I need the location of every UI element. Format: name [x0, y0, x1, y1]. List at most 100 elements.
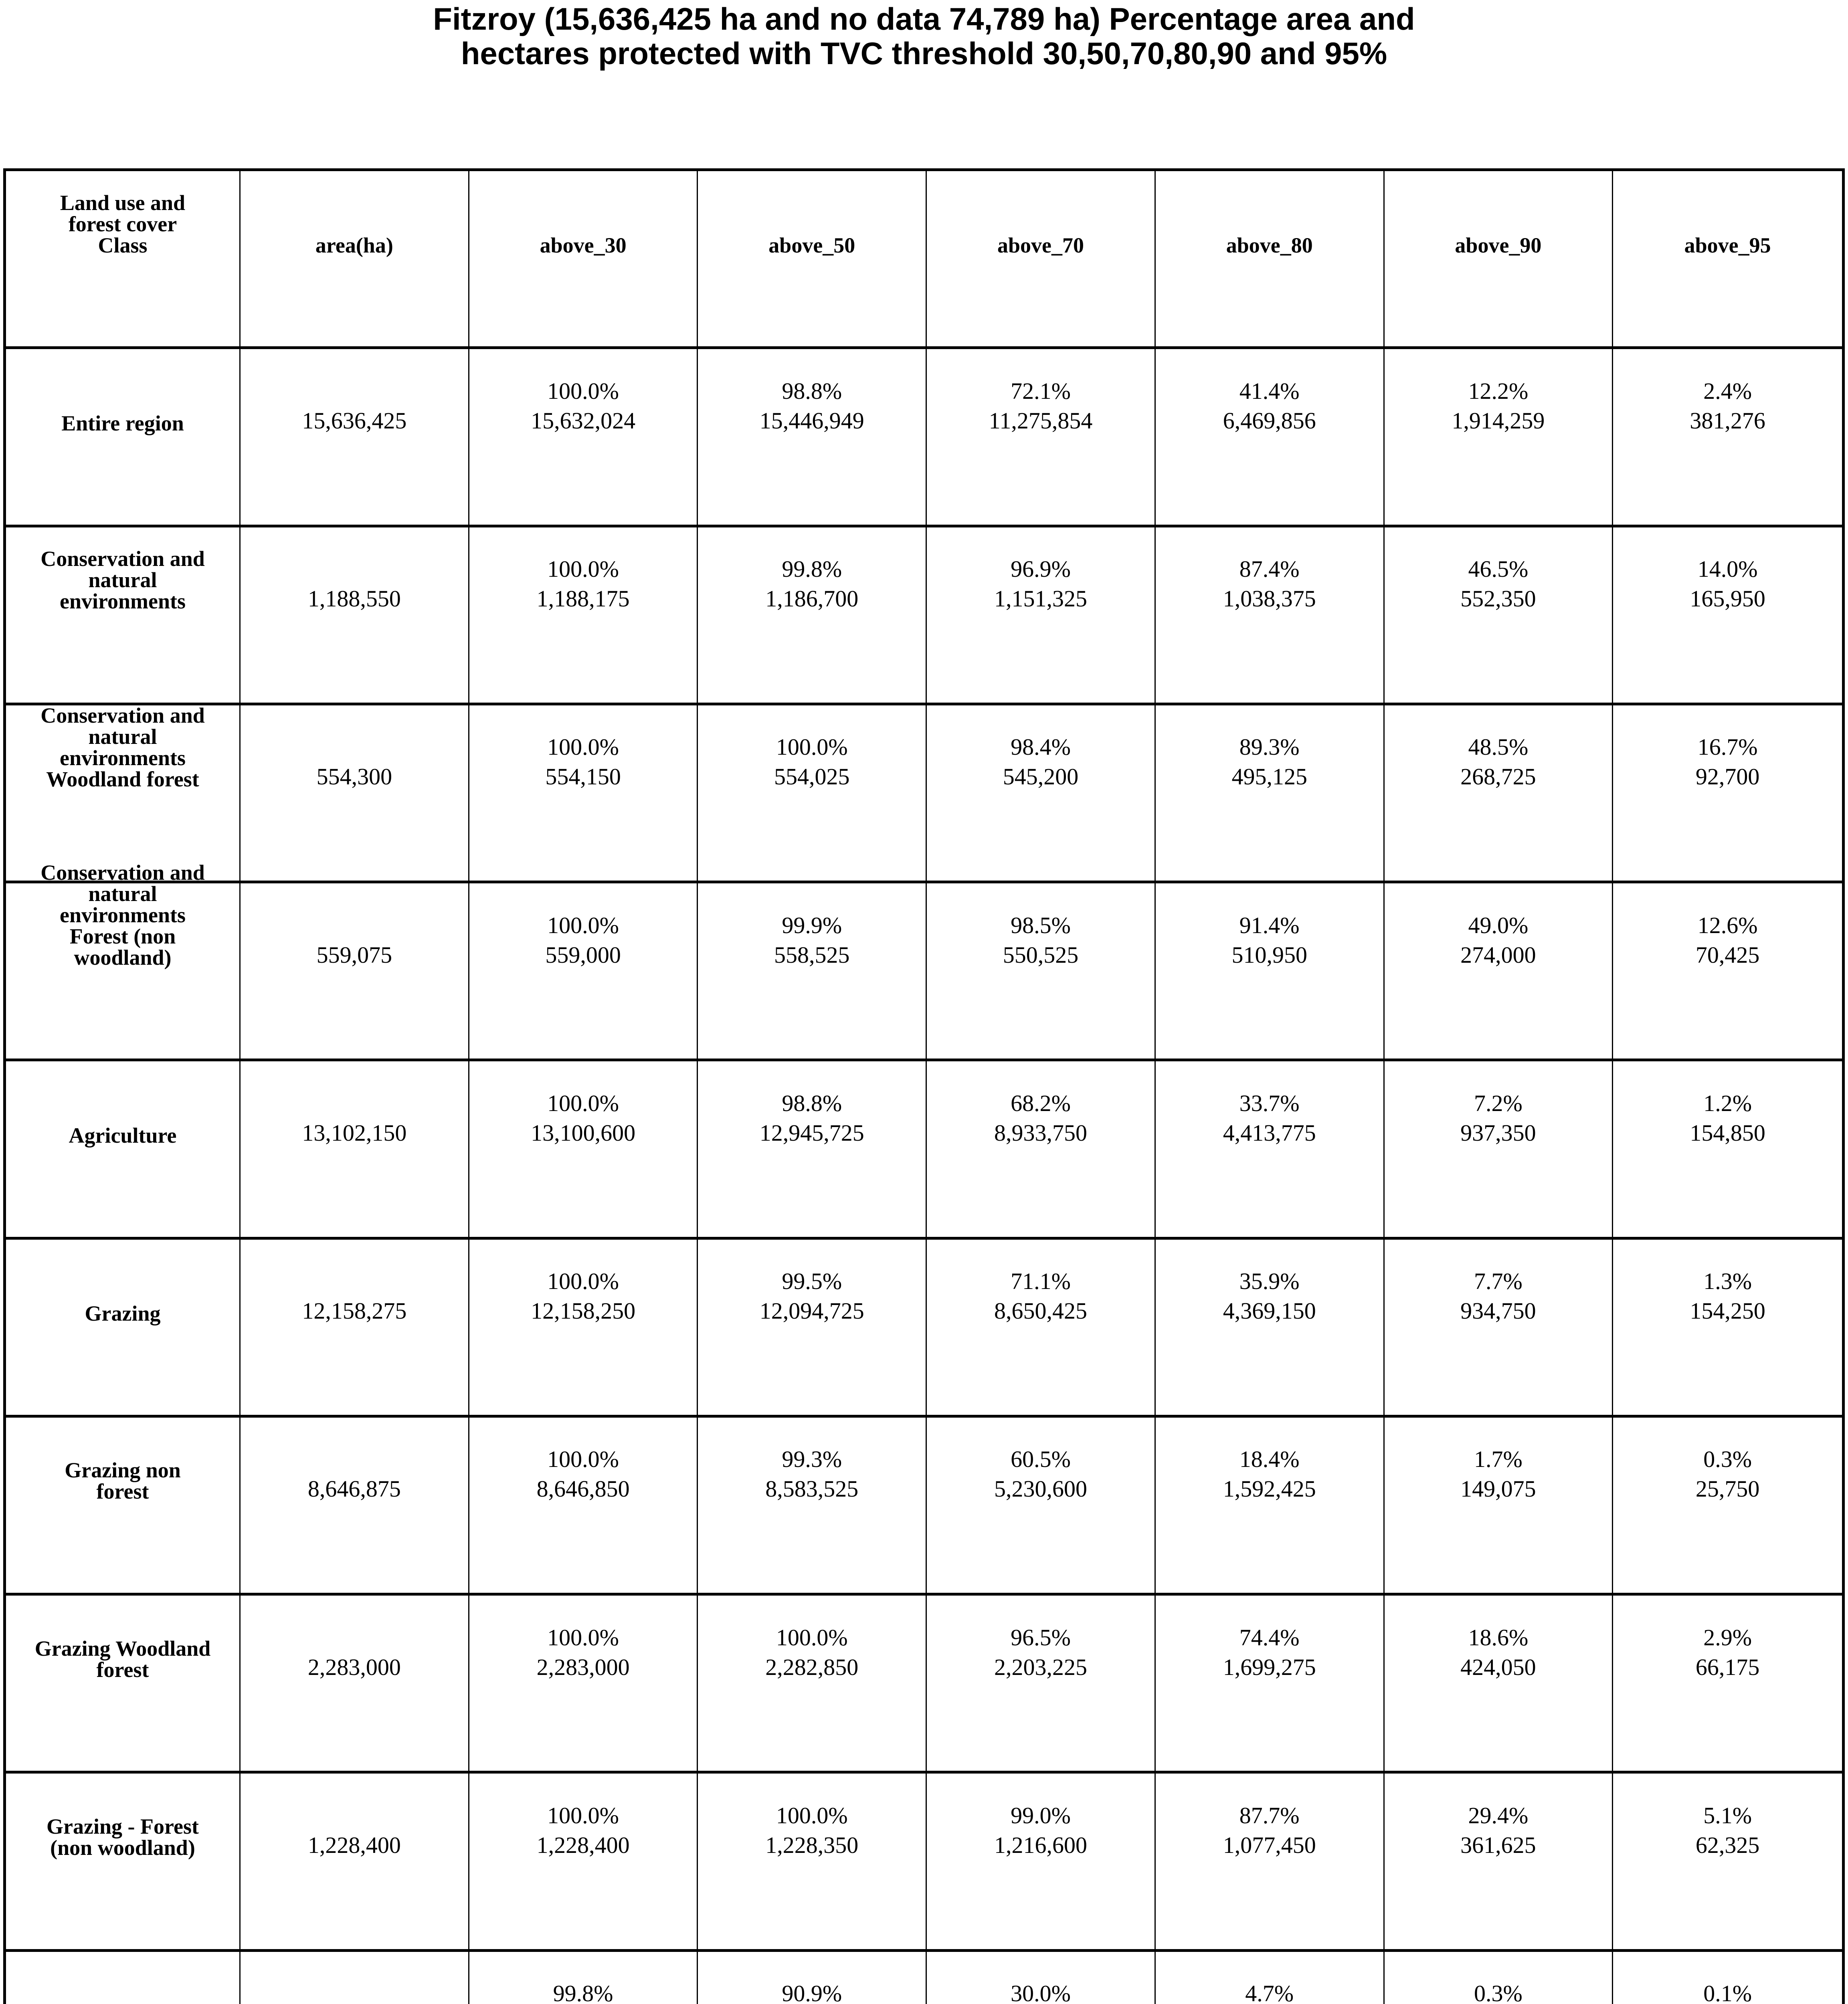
row-label-cell: Entire region: [6, 349, 241, 527]
data-cell-text: 41.4% 6,469,856: [1223, 378, 1316, 434]
data-cell-text: 72.1% 11,275,854: [989, 378, 1093, 434]
data-cell: 1,188,550: [241, 527, 469, 705]
data-cell-text: 1,228,400: [307, 1832, 401, 1858]
data-cell: 100.0% 1,228,350: [698, 1774, 927, 1952]
data-cell: 2,283,000: [241, 1596, 469, 1774]
data-cell-text: 98.4% 545,200: [1003, 734, 1079, 790]
data-cell-text: 100.0% 1,228,400: [536, 1802, 630, 1858]
data-cell: 16.7% 92,700: [1613, 705, 1842, 883]
column-header-cell-text: above_30: [540, 233, 627, 257]
data-cell: 100.0% 554,025: [698, 705, 927, 883]
data-cell-text: 48.5% 268,725: [1460, 734, 1536, 790]
data-cell: 1.3% 154,250: [1613, 1239, 1842, 1418]
data-cell-text: 1.7% 149,075: [1460, 1446, 1536, 1502]
data-cell: 100.0% 15,632,024: [469, 349, 698, 527]
data-cell: 4.7% 38,050: [1155, 1951, 1385, 2004]
row-label-cell-text: Conservation and natural environments Fo…: [40, 860, 205, 970]
data-cell-text: 35.9% 4,369,150: [1223, 1268, 1316, 1324]
data-cell: 41.4% 6,469,856: [1155, 349, 1385, 527]
data-cell: 1,228,400: [241, 1774, 469, 1952]
data-cell-text: 87.4% 1,038,375: [1223, 556, 1316, 612]
row-label-cell: Conservation and natural environments: [6, 527, 241, 705]
column-header-cell-text: Land use and forest cover Class: [60, 190, 186, 257]
data-cell-text: 100.0% 2,283,000: [536, 1624, 630, 1680]
data-cell-text: 1,188,550: [307, 586, 401, 612]
data-cell: 554,300: [241, 705, 469, 883]
column-header-cell: above_80: [1155, 171, 1385, 349]
data-cell-text: 2.4% 381,276: [1690, 378, 1765, 434]
data-cell-text: 2.9% 66,175: [1695, 1624, 1760, 1680]
data-cell-text: 99.0% 1,216,600: [994, 1802, 1087, 1858]
data-cell: 812,825: [241, 1951, 469, 2004]
column-header-cell: above_50: [698, 171, 927, 349]
data-cell-text: 100.0% 12,158,250: [531, 1268, 636, 1324]
data-cell-text: 91.4% 510,950: [1231, 912, 1307, 968]
data-cell: 14.0% 165,950: [1613, 527, 1842, 705]
data-cell-text: 16.7% 92,700: [1695, 734, 1760, 790]
data-cell-text: 5.1% 62,325: [1695, 1802, 1760, 1858]
page-title: Fitzroy (15,636,425 ha and no data 74,78…: [433, 1, 1415, 71]
data-cell: 99.8% 811,400: [469, 1951, 698, 2004]
data-cell: 100.0% 12,158,250: [469, 1239, 698, 1418]
data-cell: 100.0% 2,283,000: [469, 1596, 698, 1774]
data-cell-text: 98.5% 550,525: [1003, 912, 1079, 968]
data-cell: 12.2% 1,914,259: [1384, 349, 1613, 527]
data-cell: 60.5% 5,230,600: [927, 1417, 1156, 1596]
data-cell-text: 30.0% 243,775: [1011, 1980, 1071, 2004]
data-cell: 0.3% 25,750: [1613, 1417, 1842, 1596]
row-label-cell-text: Agriculture: [69, 1123, 177, 1147]
row-label-cell: Grazing non forest: [6, 1417, 241, 1596]
data-cell-text: 100.0% 13,100,600: [531, 1090, 636, 1146]
data-cell: 90.9% 738,775: [698, 1951, 927, 2004]
column-header-cell-text: above_95: [1684, 233, 1771, 257]
data-cell: 13,102,150: [241, 1061, 469, 1240]
data-cell: 68.2% 8,933,750: [927, 1061, 1156, 1240]
data-cell-text: 1.3% 154,250: [1690, 1268, 1765, 1324]
data-cell-text: 2,283,000: [307, 1654, 401, 1680]
data-cell-text: 71.1% 8,650,425: [994, 1268, 1087, 1324]
data-cell-text: 100.0% 15,632,024: [531, 378, 636, 434]
data-cell: 0.1% 525: [1613, 1951, 1842, 2004]
data-cell: 18.6% 424,050: [1384, 1596, 1613, 1774]
data-cell-text: 99.8% 1,186,700: [765, 556, 859, 612]
data-cell-text: 100.0% 1,228,350: [765, 1802, 859, 1858]
data-cell: 87.4% 1,038,375: [1155, 527, 1385, 705]
data-cell: 29.4% 361,625: [1384, 1774, 1613, 1952]
data-cell: 100.0% 559,000: [469, 883, 698, 1062]
data-cell-text: 98.8% 15,446,949: [759, 378, 864, 434]
data-cell-text: 96.9% 1,151,325: [994, 556, 1087, 612]
data-cell-text: 99.3% 8,583,525: [765, 1446, 859, 1502]
data-cell-text: 98.8% 12,945,725: [759, 1090, 864, 1146]
land-use-table: Land use and forest cover Class area(ha) a…: [3, 168, 1845, 2004]
data-cell: 1.7% 149,075: [1384, 1417, 1613, 1596]
data-cell-text: 12.6% 70,425: [1695, 912, 1760, 968]
data-cell-text: 99.9% 558,525: [774, 912, 850, 968]
data-cell-text: 46.5% 552,350: [1460, 556, 1536, 612]
row-label-cell-text: Grazing: [85, 1301, 161, 1326]
data-cell: 100.0% 554,150: [469, 705, 698, 883]
data-cell: 33.7% 4,413,775: [1155, 1061, 1385, 1240]
data-cell: 96.9% 1,151,325: [927, 527, 1156, 705]
data-cell: 98.8% 12,945,725: [698, 1061, 927, 1240]
data-cell-text: 13,102,150: [302, 1119, 407, 1146]
data-cell-text: 100.0% 554,025: [774, 734, 850, 790]
data-cell-text: 554,300: [316, 764, 392, 790]
data-cell: 18.4% 1,592,425: [1155, 1417, 1385, 1596]
data-cell: 99.3% 8,583,525: [698, 1417, 927, 1596]
data-cell-text: 29.4% 361,625: [1460, 1802, 1536, 1858]
data-cell-text: 99.8% 811,400: [553, 1980, 613, 2004]
data-cell: 99.9% 558,525: [698, 883, 927, 1062]
data-cell-text: 100.0% 2,282,850: [765, 1624, 859, 1680]
data-cell-text: 0.3% 2,100: [1474, 1980, 1522, 2004]
data-cell-text: 18.6% 424,050: [1460, 1624, 1536, 1680]
data-cell-text: 8,646,875: [307, 1476, 401, 1502]
row-label-cell: Conservation and natural environments Fo…: [6, 862, 241, 1062]
data-cell-text: 4.7% 38,050: [1245, 1980, 1294, 2004]
data-cell-text: 99.5% 12,094,725: [759, 1268, 864, 1324]
data-cell: 74.4% 1,699,275: [1155, 1596, 1385, 1774]
data-cell: 100.0% 13,100,600: [469, 1061, 698, 1240]
data-cell-text: 100.0% 1,188,175: [536, 556, 630, 612]
data-cell: 100.0% 2,282,850: [698, 1596, 927, 1774]
data-cell-text: 559,075: [316, 941, 392, 968]
column-header-cell-text: above_70: [997, 233, 1084, 257]
